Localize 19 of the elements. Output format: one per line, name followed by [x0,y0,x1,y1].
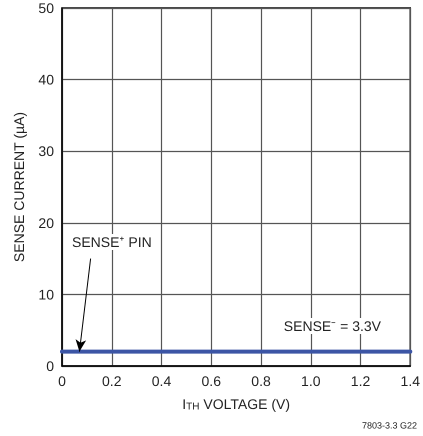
x-tick-label: 0.4 [152,373,172,389]
annotation: SENSE⁺ PIN [72,234,152,250]
x-tick-label: 0.8 [251,373,271,389]
y-tick-label: 40 [38,72,54,88]
y-tick-label: 0 [46,358,54,374]
x-tick-label: 0 [58,373,66,389]
x-tick-label: 1.4 [400,373,420,389]
x-tick-label: 1.2 [350,373,370,389]
text: 7803-3.3 G22 [362,420,418,430]
y-tick-label: 50 [38,0,54,16]
y-tick-label: 10 [38,286,54,302]
y-axis-title: SENSE CURRENT (µA) [11,112,27,262]
x-tick-label: 1.0 [301,373,321,389]
x-axis-title: ITH VOLTAGE (V) [182,396,290,412]
y-tick-label: 30 [38,143,54,160]
x-tick-label: 0.6 [202,373,222,389]
x-tick-label: 0.2 [102,373,122,389]
annotation: SENSE⁻ = 3.3V [284,318,382,334]
y-tick-label: 20 [38,214,54,231]
